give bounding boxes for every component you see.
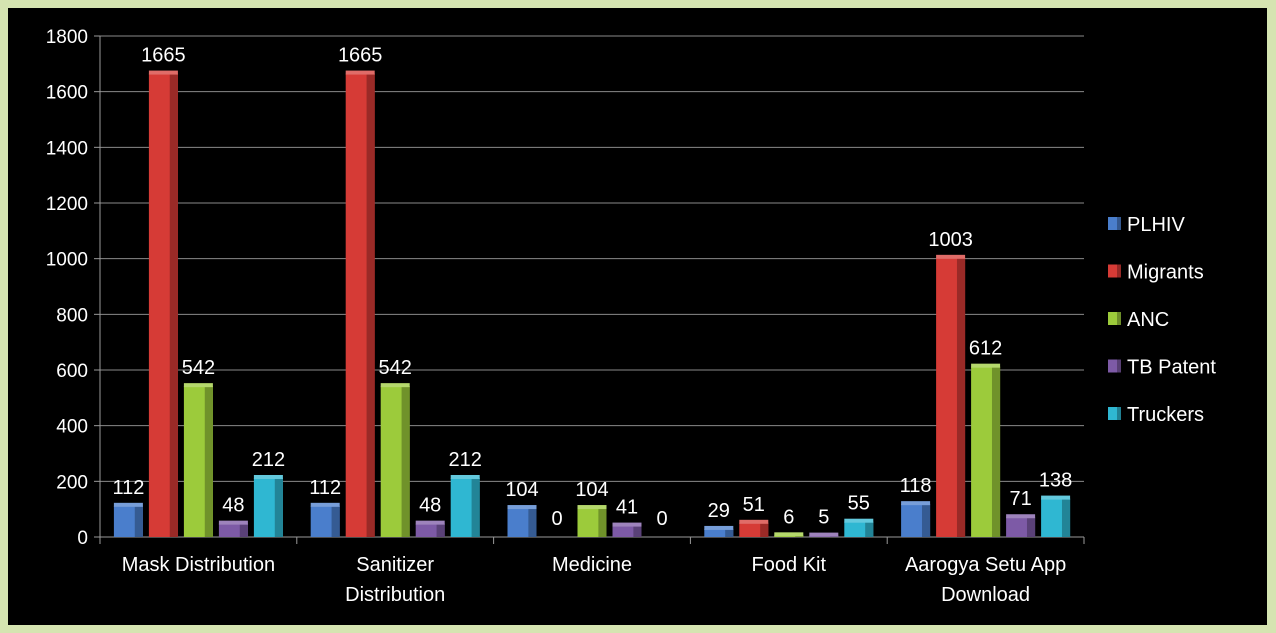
data-label: 29 <box>708 500 730 522</box>
data-label: 0 <box>656 508 667 530</box>
data-label: 118 <box>900 475 932 497</box>
y-tick-label: 1800 <box>46 27 88 48</box>
y-tick-label: 0 <box>77 528 88 549</box>
data-label: 0 <box>551 508 562 530</box>
x-category-label: Sanitizer Distribution <box>345 554 445 606</box>
data-label: 48 <box>419 495 441 517</box>
bar <box>844 518 874 537</box>
bar <box>971 363 1001 537</box>
data-label: 104 <box>575 479 608 501</box>
x-category-label: Medicine <box>552 554 632 576</box>
legend-label: Truckers <box>1127 404 1204 426</box>
bar <box>809 532 839 537</box>
bar <box>1006 514 1036 537</box>
data-label: 1003 <box>928 229 973 251</box>
y-tick-label: 600 <box>56 361 88 382</box>
data-label: 1665 <box>338 45 383 67</box>
legend: PLHIV Migrants ANC TB Patent Truckers <box>1108 214 1216 426</box>
y-tick-label: 1000 <box>46 250 88 271</box>
bar <box>774 532 804 537</box>
data-labels: 112 1665 542 48 212 112 1665 542 48 212 104 0 104 41 0… <box>112 45 1072 530</box>
legend-label: ANC <box>1127 309 1169 331</box>
legend-label: PLHIV <box>1127 214 1185 236</box>
bar <box>901 501 931 537</box>
chart-frame: 0 200 400 600 800 1000 1200 1400 1600 1800 Mask Di… <box>8 8 1267 625</box>
y-tick-label: 1400 <box>46 138 88 159</box>
legend-item: PLHIV <box>1108 214 1185 236</box>
data-label: 212 <box>252 449 285 471</box>
bar <box>415 520 445 537</box>
data-label: 542 <box>379 357 412 379</box>
data-label: 112 <box>112 477 144 499</box>
y-tick-label: 800 <box>56 305 88 326</box>
x-category-label: Food Kit <box>752 554 827 576</box>
bar <box>380 383 410 537</box>
legend-item: TB Patent <box>1108 357 1216 379</box>
bar <box>507 505 537 537</box>
legend-item: Migrants <box>1108 262 1204 284</box>
data-label: 212 <box>449 449 482 471</box>
data-label: 51 <box>743 494 765 516</box>
bar <box>612 522 642 537</box>
legend-item: ANC <box>1108 309 1169 331</box>
data-label: 542 <box>182 357 215 379</box>
data-label: 6 <box>783 506 794 528</box>
legend-item: Truckers <box>1108 404 1204 426</box>
bar <box>183 383 213 537</box>
x-category-label: Aarogya Setu App Download <box>905 554 1066 606</box>
data-label: 1665 <box>141 45 186 67</box>
data-label: 104 <box>505 479 538 501</box>
bar <box>936 254 966 537</box>
data-label: 55 <box>848 493 870 515</box>
bar <box>345 70 375 537</box>
y-tick-label: 200 <box>56 472 88 493</box>
y-tick-label: 1600 <box>46 83 88 104</box>
y-tick-label: 400 <box>56 417 88 438</box>
bar <box>218 520 248 537</box>
bar <box>113 502 143 537</box>
bar <box>450 474 480 537</box>
y-tick-label: 1200 <box>46 194 88 215</box>
data-label: 48 <box>222 495 244 517</box>
bars <box>113 70 1071 537</box>
data-label: 112 <box>309 477 341 499</box>
bar <box>148 70 178 537</box>
data-label: 41 <box>616 497 638 519</box>
legend-label: Migrants <box>1127 262 1204 284</box>
data-label: 138 <box>1039 470 1072 492</box>
x-category-label: Mask Distribution <box>122 554 275 576</box>
legend-label: TB Patent <box>1127 357 1216 379</box>
data-label: 71 <box>1009 488 1031 510</box>
bar <box>1041 495 1071 537</box>
data-label: 5 <box>818 507 829 529</box>
data-label: 612 <box>969 338 1002 360</box>
bar <box>577 505 607 537</box>
bar <box>253 474 283 537</box>
bar <box>739 519 769 537</box>
bar <box>310 502 340 537</box>
bar <box>704 525 734 537</box>
